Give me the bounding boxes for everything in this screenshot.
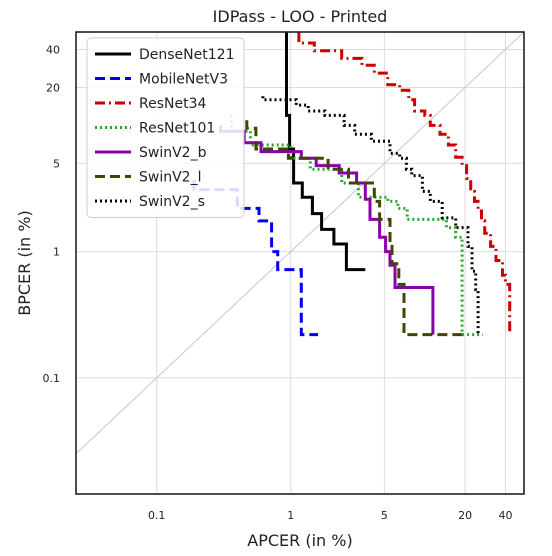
series-line-resnet34 bbox=[297, 32, 512, 335]
x-tick-label: 20 bbox=[458, 509, 472, 522]
y-tick-label: 5 bbox=[53, 157, 60, 170]
x-tick-label: 5 bbox=[381, 509, 388, 522]
tick-labels: 0.1 1 5 20 40 0.1 1 5 20 40 bbox=[43, 43, 513, 522]
legend-label-resnet34: ResNet34 bbox=[139, 96, 206, 112]
legend-label-swinv2-l: SwinV2_l bbox=[139, 170, 201, 186]
y-tick-label: 0.1 bbox=[43, 372, 61, 385]
series-line-swinv2-s bbox=[261, 96, 480, 335]
legend-box bbox=[86, 37, 245, 218]
y-tick-label: 20 bbox=[46, 81, 60, 94]
y-tick-label: 1 bbox=[53, 246, 60, 259]
y-tick-label: 40 bbox=[46, 43, 60, 56]
series-layer bbox=[192, 32, 512, 337]
y-axis-label: BPCER (in %) bbox=[15, 210, 34, 315]
x-tick-label: 0.1 bbox=[148, 509, 166, 522]
legend-label-resnet101: ResNet101 bbox=[139, 121, 215, 137]
series-line-densenet121 bbox=[285, 32, 366, 272]
x-axis-label: APCER (in %) bbox=[247, 531, 352, 550]
series-line-swinv2-b bbox=[219, 125, 435, 335]
legend: DenseNet121 MobileNetV3 ResNet34 ResNet101 S… bbox=[86, 37, 245, 218]
legend-label-swinv2-s: SwinV2_s bbox=[139, 194, 205, 210]
legend-label-swinv2-b: SwinV2_b bbox=[139, 145, 207, 161]
series-line-swinv2-l bbox=[245, 120, 463, 337]
x-tick-label: 40 bbox=[498, 509, 512, 522]
plot-frame bbox=[75, 31, 525, 495]
legend-label-densenet121: DenseNet121 bbox=[139, 47, 234, 63]
diagonal-reference-line bbox=[75, 31, 525, 455]
chart-title: IDPass - LOO - Printed bbox=[213, 7, 388, 26]
legend-label-mobilenetv3: MobileNetV3 bbox=[139, 72, 228, 88]
x-tick-label: 1 bbox=[287, 509, 294, 522]
series-line-resnet101 bbox=[229, 115, 483, 337]
